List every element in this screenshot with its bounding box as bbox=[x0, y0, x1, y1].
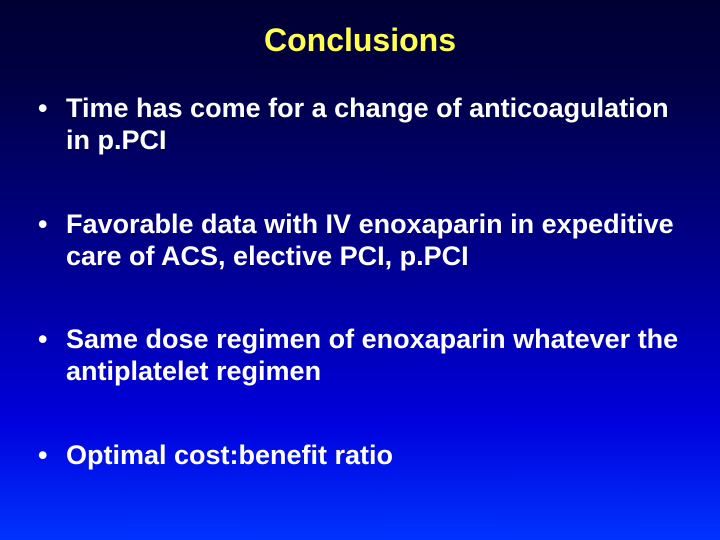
list-item: Favorable data with IV enoxaparin in exp… bbox=[30, 209, 690, 273]
slide: Conclusions Time has come for a change o… bbox=[0, 0, 720, 540]
list-item: Time has come for a change of anticoagul… bbox=[30, 93, 690, 157]
slide-title: Conclusions bbox=[30, 22, 690, 59]
bullet-list: Time has come for a change of anticoagul… bbox=[30, 93, 690, 472]
list-item: Same dose regimen of enoxaparin whatever… bbox=[30, 324, 690, 388]
list-item: Optimal cost:benefit ratio bbox=[30, 440, 690, 472]
